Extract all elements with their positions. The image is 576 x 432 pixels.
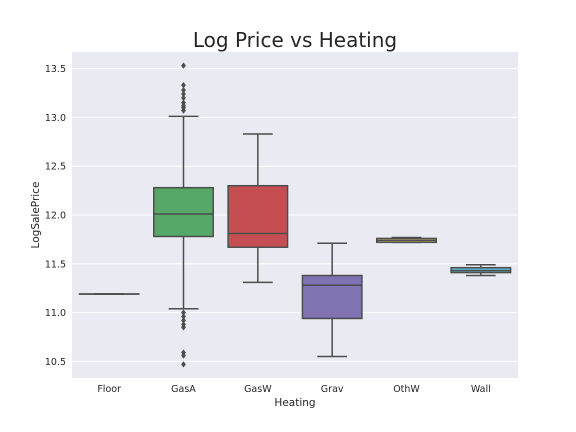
outlier-point [181,99,186,106]
box-wall [450,264,512,277]
box-grav [301,242,363,358]
outlier-point [181,90,186,98]
x-axis-ticks: Floor GasA GasW Grav OthW Wall [97,384,490,395]
y-axis-ticks: 10.5 11.0 11.5 12.0 12.5 13.0 13.5 [45,64,66,368]
outlier-point [181,309,186,316]
outlier-point [181,62,186,69]
box-gasw [227,133,289,284]
x-axis-label: Heating [274,397,315,409]
y-tick-label: 11.0 [45,308,66,319]
y-axis-label: LogSalePrice [30,182,42,249]
box-gasa [153,62,214,368]
x-tick-label: Wall [471,384,491,395]
outlier-point [181,313,186,320]
outlier-point [181,317,186,324]
box-othw [376,236,437,244]
x-tick-label: Grav [321,384,344,395]
outlier-point [181,324,186,331]
x-tick-label: GasW [244,384,272,395]
outlier-point [181,361,186,368]
x-tick-label: GasA [171,384,196,395]
chart-title: Log Price vs Heating [193,28,397,52]
y-tick-label: 12.0 [45,211,66,222]
outlier-point [181,352,186,359]
boxes [78,62,512,368]
y-tick-label: 11.5 [45,259,66,270]
y-tick-label: 12.5 [45,162,66,173]
x-tick-label: OthW [393,384,420,395]
y-tick-label: 10.5 [45,357,66,368]
y-tick-label: 13.0 [45,113,66,124]
grid-lines [72,68,518,362]
outlier-point [181,94,186,102]
box-body [301,274,363,320]
x-tick-label: Floor [97,384,121,395]
outlier-point [181,86,186,94]
y-tick-label: 13.5 [45,64,66,75]
outlier-point [181,81,186,89]
box-body [153,186,214,238]
box-body [227,184,289,248]
